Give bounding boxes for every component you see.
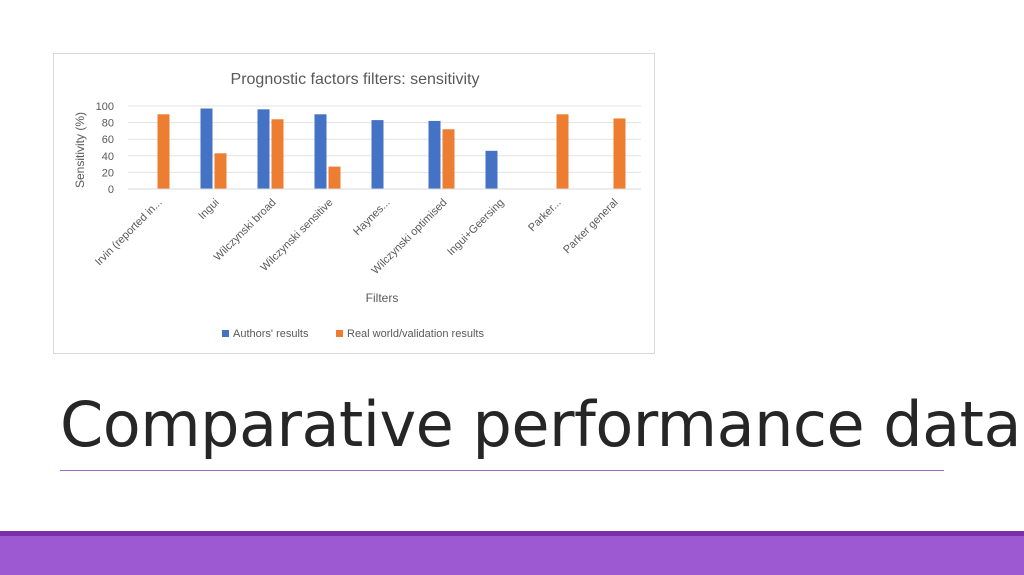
legend-swatch [336,330,343,337]
bar [200,108,213,189]
x-tick-label: Parker... [526,197,563,234]
y-tick-label: 80 [102,118,114,130]
legend: Authors' results Real world/validation re… [222,328,484,340]
x-tick-label: Ingui [196,197,221,222]
y-tick-label: 20 [102,167,114,179]
bar [428,120,441,189]
bar [371,120,384,189]
bar [271,119,284,189]
y-tick-label: 40 [102,151,114,163]
legend-label: Real world/validation results [347,328,484,340]
bar [556,114,569,189]
bars [157,108,626,189]
y-axis-label: Sensitivity (%) [73,112,87,188]
y-tick-label: 100 [96,101,114,113]
x-axis-label: Filters [366,291,399,305]
x-tick-label: Parker general [561,197,621,257]
x-tick-label: Ingui+Geersing [445,197,506,258]
slide-title: Comparative performance data [60,388,1021,461]
gridlines [128,105,641,173]
title-divider [60,470,944,471]
chart-title: Prognostic factors filters: sensitivity [231,71,480,88]
footer-band [0,536,1024,575]
x-tick-label: Haynes... [351,197,392,238]
bar [613,118,626,189]
y-tick-label: 60 [102,134,114,146]
legend-label: Authors' results [233,328,309,340]
bar [214,153,227,189]
y-axis-ticks: 0 20 40 60 80 100 [96,101,114,196]
legend-swatch [222,330,229,337]
bar-chart: Prognostic factors filters: sensitivity … [73,71,641,340]
x-tick-label: Irvin (reported in... [93,197,165,269]
bar [328,166,341,189]
x-tick-label: Wilczynski broad [212,197,279,264]
bar [485,150,498,189]
y-tick-label: 0 [108,184,114,196]
bar [257,109,270,189]
bar [442,129,455,189]
bar [157,114,170,189]
bar [314,114,327,189]
footer-accent-line [0,531,1024,536]
chart-frame: Prognostic factors filters: sensitivity … [53,53,655,354]
